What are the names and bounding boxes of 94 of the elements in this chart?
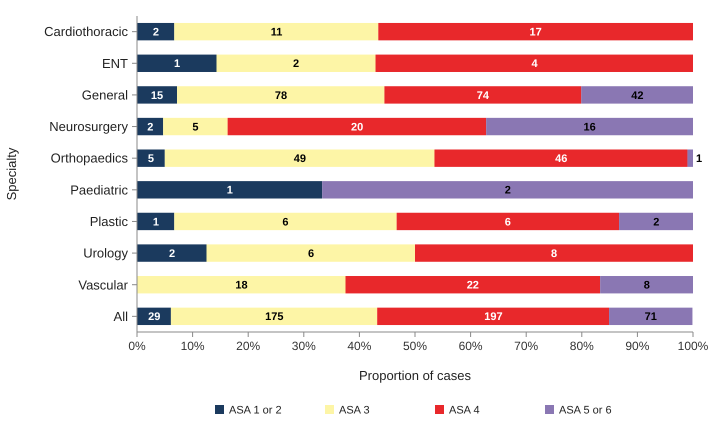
bar	[137, 54, 217, 72]
y-tick-label: ENT	[102, 56, 128, 71]
annotation: 1	[174, 58, 180, 70]
annotation: 1	[696, 153, 702, 166]
legend-label: ASA 1 or 2	[229, 404, 282, 416]
y-tick-label: Vascular	[78, 277, 129, 292]
annotation: 1	[152, 216, 159, 228]
annotation: 2	[504, 184, 511, 197]
bar	[137, 276, 346, 294]
annotation: 18	[235, 280, 248, 292]
bar	[486, 118, 693, 136]
annotation: 5	[192, 121, 198, 134]
legend-label: ASA 4	[449, 404, 480, 416]
x-tick-label: 100%	[678, 339, 708, 353]
bar	[206, 244, 415, 262]
annotation: 8	[644, 280, 650, 292]
legend-label: ASA 5 or 6	[559, 404, 612, 416]
annotation: 46	[555, 153, 568, 166]
annotation: 197	[484, 311, 503, 324]
bar	[396, 212, 620, 230]
x-axis-title: Proportion of cases	[358, 368, 472, 383]
annotation: 2	[152, 26, 159, 39]
y-tick-label: Urology	[83, 246, 128, 261]
bar	[384, 86, 582, 104]
annotation: 16	[583, 121, 596, 134]
annotation: 5	[148, 153, 154, 166]
annotation: 8	[550, 248, 558, 260]
y-tick-label: Orthopaedics	[50, 150, 128, 166]
annotation: 6	[282, 216, 289, 228]
bar	[177, 86, 384, 104]
bar	[163, 118, 228, 136]
annotation: 74	[476, 90, 490, 102]
bar	[137, 22, 174, 40]
y-tick-label: Paediatric	[70, 182, 128, 198]
annotation: 49	[294, 153, 306, 166]
annotation: 6	[308, 248, 314, 260]
bar	[164, 149, 434, 167]
x-tick-label: 60%	[458, 339, 483, 353]
x-tick-label: 50%	[402, 339, 428, 353]
annotation: 17	[530, 26, 542, 39]
annotation: 1	[226, 184, 233, 197]
bar	[346, 276, 600, 294]
annotation: 15	[150, 90, 164, 102]
x-tick-label: 20%	[236, 339, 261, 353]
bar	[137, 181, 322, 199]
bar	[137, 118, 164, 136]
bar	[170, 308, 378, 326]
annotation: 20	[351, 121, 364, 134]
x-tick-label: 10%	[180, 339, 205, 353]
x-tick-label: 30%	[292, 339, 316, 353]
annotation: 11	[270, 26, 282, 39]
bar	[609, 308, 692, 326]
y-tick-label: Neurosurgery	[49, 119, 128, 134]
x-tick-label: 40%	[347, 339, 372, 353]
annotation: 22	[466, 280, 479, 292]
x-tick-label: 0%	[128, 339, 146, 353]
annotation: 29	[148, 311, 160, 324]
legend-label: ASA 3	[339, 404, 370, 416]
annotation: 2	[147, 121, 154, 134]
bar	[434, 149, 688, 167]
bar	[378, 22, 693, 40]
bar	[174, 22, 378, 40]
bar	[228, 118, 486, 136]
bar	[377, 308, 610, 326]
x-tick-label: 70%	[514, 339, 539, 353]
bar	[581, 86, 693, 104]
x-tick-label: 90%	[625, 339, 650, 353]
annotation: 2	[292, 58, 300, 70]
x-tick-label: 80%	[570, 339, 594, 353]
y-tick-label: General	[82, 87, 128, 102]
bar	[174, 212, 397, 230]
bar	[619, 212, 693, 230]
annotation: 175	[265, 311, 284, 324]
bar	[137, 86, 178, 104]
bar	[137, 244, 206, 262]
bar	[376, 54, 693, 72]
annotation: 71	[644, 311, 657, 324]
bar	[600, 276, 693, 294]
bar	[415, 244, 693, 262]
annotation: 2	[653, 216, 660, 228]
y-tick-label: Plastic	[90, 214, 128, 229]
annotation: 6	[504, 216, 511, 228]
annotation: 42	[631, 90, 644, 102]
bar	[137, 212, 174, 230]
y-tick-label: All	[114, 308, 128, 324]
y-axis-title: Specialty	[4, 147, 19, 200]
bar	[322, 181, 693, 199]
annotation: 78	[274, 90, 288, 102]
bar	[137, 149, 165, 167]
annotation: 4	[531, 58, 538, 70]
bar	[216, 54, 376, 72]
y-tick-label: Cardiothoracic	[44, 24, 128, 40]
bar	[687, 149, 693, 167]
annotation: 2	[168, 248, 176, 260]
